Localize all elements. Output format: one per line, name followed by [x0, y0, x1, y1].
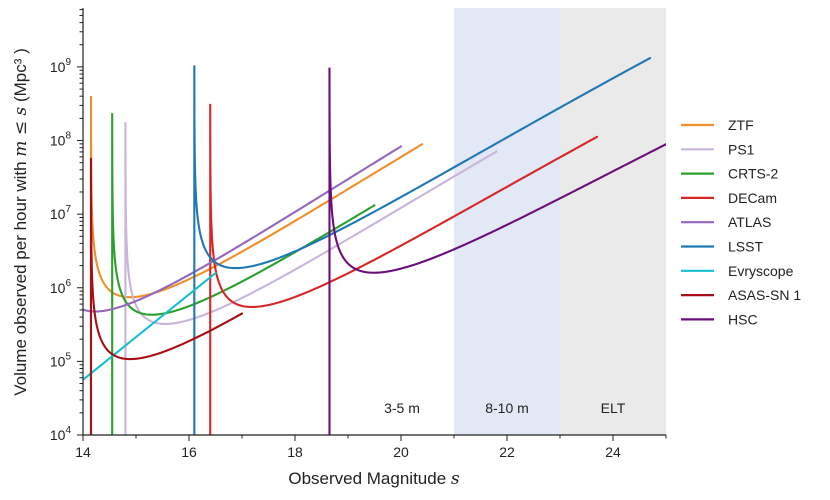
series-line-asas-sn-1: [89, 157, 244, 435]
legend-label: ASAS-SN 1: [728, 287, 801, 303]
region-elt: [560, 8, 666, 435]
x-tick-label: 24: [605, 444, 621, 460]
series-line-lsst: [193, 57, 652, 435]
x-tick-label: 18: [287, 444, 303, 460]
region-labels: 3-5 m 8-10 m ELT: [384, 400, 626, 416]
x-tick-label: 14: [75, 444, 91, 460]
axes: 14 16 18 20 22 24 104 105 106 107 108 109: [50, 8, 667, 460]
series-line-ztf: [89, 96, 424, 435]
region-label: 8-10 m: [485, 400, 529, 416]
series-lines: [83, 57, 666, 435]
legend-label: HSC: [728, 311, 758, 327]
legend-label: Evryscope: [728, 263, 794, 279]
y-tick-label: 107: [50, 204, 72, 222]
legend-label: ZTF: [728, 117, 754, 133]
series-line-hsc: [328, 67, 666, 435]
y-tick-label: 109: [50, 57, 72, 75]
x-tick-label: 22: [499, 444, 515, 460]
y-tick-label: 108: [50, 131, 72, 149]
y-axis-label: Volume observed per hour with m ≤ s (Mpc…: [11, 48, 31, 396]
series-line-evryscope: [83, 271, 217, 381]
legend-label: LSST: [728, 239, 763, 255]
y-tick-label: 106: [50, 278, 72, 296]
region-label: 3-5 m: [384, 400, 420, 416]
x-axis-label: Observed Magnitude s: [288, 469, 460, 489]
series-line-decam: [209, 103, 599, 435]
x-tick-label: 20: [393, 444, 409, 460]
region-label: ELT: [601, 400, 626, 416]
legend: ZTF PS1 CRTS-2 DECam ATLAS LSST Evryscope ASAS-…: [681, 117, 801, 327]
legend-label: PS1: [728, 141, 755, 157]
x-tick-label: 16: [181, 444, 197, 460]
legend-label: DECam: [728, 190, 777, 206]
series-line-atlas: [83, 145, 403, 313]
telescope-regions: [454, 8, 666, 435]
y-tick-label: 104: [50, 425, 72, 443]
legend-label: ATLAS: [728, 214, 771, 230]
y-tick-label: 105: [50, 351, 72, 369]
series-line-crts-2: [111, 113, 376, 435]
legend-label: CRTS-2: [728, 166, 779, 182]
series-line-ps1: [124, 122, 498, 435]
region-8-10-m: [454, 8, 560, 435]
